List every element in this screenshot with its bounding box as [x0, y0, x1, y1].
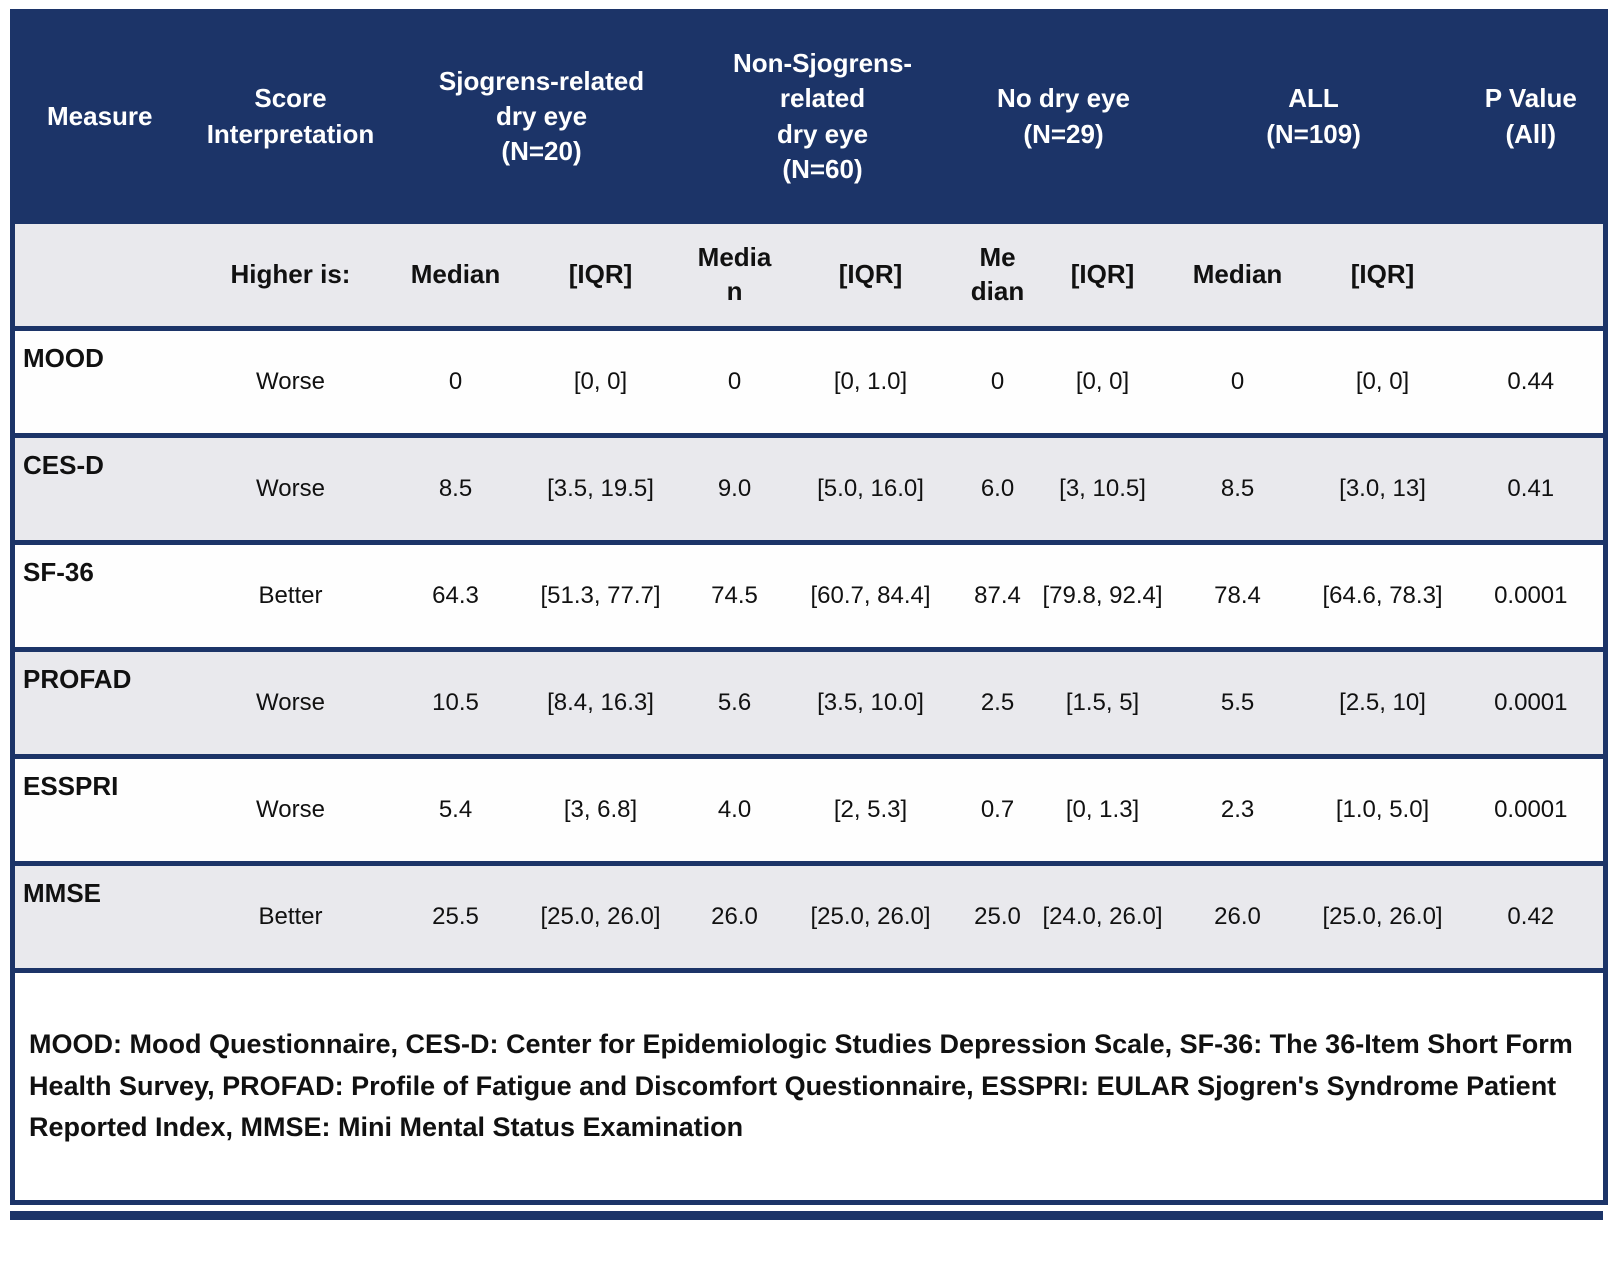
subheader-iqr-3: [IQR]	[1036, 219, 1169, 329]
no-dry-eye-iqr-cell: [24.0, 26.0]	[1036, 861, 1169, 971]
non-sjogrens-median-cell: 0	[686, 326, 783, 436]
header-row: Measure Score Interpretation Sjogrens-re…	[12, 11, 1606, 222]
sjogrens-median-cell: 10.5	[396, 647, 515, 757]
no-dry-eye-iqr-cell: [3, 10.5]	[1036, 433, 1169, 543]
subheader-empty-measure	[12, 219, 185, 329]
all-median-cell: 26.0	[1168, 861, 1307, 971]
header-group-sjogrens: Sjogrens-related dry eye (N=20)	[396, 11, 687, 222]
all-median-cell: 0	[1168, 326, 1307, 436]
non-sjogrens-median-cell: 26.0	[686, 861, 783, 971]
no-dry-eye-median-cell: 25.0	[958, 861, 1037, 971]
interpretation-cell: Worse	[184, 754, 397, 864]
p-value-cell: 0.41	[1458, 433, 1606, 543]
all-iqr-cell: [2.5, 10]	[1306, 647, 1459, 757]
sjogrens-median-cell: 5.4	[396, 754, 515, 864]
non-sjogrens-iqr-cell: [5.0, 16.0]	[782, 433, 959, 543]
table-row: SF-36 Better 64.3 [51.3, 77.7] 74.5 [60.…	[12, 540, 1606, 650]
header-group-no-dry-eye: No dry eye (N=29)	[958, 11, 1169, 222]
subheader-median-2: Media n	[686, 219, 783, 329]
no-dry-eye-median-cell: 87.4	[958, 540, 1037, 650]
subheader-row: Higher is: Median [IQR] Media n [IQR] Me…	[12, 219, 1606, 329]
interpretation-cell: Worse	[184, 433, 397, 543]
measure-cell: MMSE	[12, 861, 185, 971]
subheader-higher-is: Higher is:	[184, 219, 397, 329]
all-median-cell: 8.5	[1168, 433, 1307, 543]
measure-cell: CES-D	[12, 433, 185, 543]
all-iqr-cell: [25.0, 26.0]	[1306, 861, 1459, 971]
all-iqr-cell: [1.0, 5.0]	[1306, 754, 1459, 864]
no-dry-eye-iqr-cell: [1.5, 5]	[1036, 647, 1169, 757]
non-sjogrens-median-cell: 74.5	[686, 540, 783, 650]
measure-cell: PROFAD	[12, 647, 185, 757]
sjogrens-median-cell: 8.5	[396, 433, 515, 543]
header-p-value: P Value (All)	[1458, 11, 1606, 222]
header-score-interpretation: Score Interpretation	[184, 11, 397, 222]
sjogrens-iqr-cell: [51.3, 77.7]	[514, 540, 687, 650]
no-dry-eye-iqr-cell: [0, 1.3]	[1036, 754, 1169, 864]
header-group-all: ALL (N=109)	[1168, 11, 1459, 222]
all-median-cell: 5.5	[1168, 647, 1307, 757]
header-measure: Measure	[12, 11, 185, 222]
header-group-non-sjogrens: Non-Sjogrens-related dry eye (N=60)	[686, 11, 959, 222]
non-sjogrens-iqr-cell: [3.5, 10.0]	[782, 647, 959, 757]
subheader-median-4: Median	[1168, 219, 1307, 329]
subheader-median-1: Median	[396, 219, 515, 329]
interpretation-cell: Better	[184, 861, 397, 971]
measures-table: Measure Score Interpretation Sjogrens-re…	[10, 9, 1609, 1205]
non-sjogrens-median-cell: 9.0	[686, 433, 783, 543]
p-value-cell: 0.0001	[1458, 647, 1606, 757]
non-sjogrens-iqr-cell: [60.7, 84.4]	[782, 540, 959, 650]
non-sjogrens-iqr-cell: [0, 1.0]	[782, 326, 959, 436]
sjogrens-median-cell: 0	[396, 326, 515, 436]
sjogrens-iqr-cell: [0, 0]	[514, 326, 687, 436]
subheader-iqr-1: [IQR]	[514, 219, 687, 329]
bottom-accent-bar	[10, 1211, 1603, 1220]
table-row: ESSPRI Worse 5.4 [3, 6.8] 4.0 [2, 5.3] 0…	[12, 754, 1606, 864]
no-dry-eye-iqr-cell: [0, 0]	[1036, 326, 1169, 436]
table-row: PROFAD Worse 10.5 [8.4, 16.3] 5.6 [3.5, …	[12, 647, 1606, 757]
p-value-cell: 0.0001	[1458, 754, 1606, 864]
sjogrens-iqr-cell: [3, 6.8]	[514, 754, 687, 864]
table-container: Measure Score Interpretation Sjogrens-re…	[10, 9, 1609, 1205]
all-iqr-cell: [64.6, 78.3]	[1306, 540, 1459, 650]
no-dry-eye-median-cell: 6.0	[958, 433, 1037, 543]
sjogrens-iqr-cell: [25.0, 26.0]	[514, 861, 687, 971]
p-value-cell: 0.42	[1458, 861, 1606, 971]
measure-cell: ESSPRI	[12, 754, 185, 864]
table-row: MOOD Worse 0 [0, 0] 0 [0, 1.0] 0 [0, 0] …	[12, 326, 1606, 436]
subheader-iqr-4: [IQR]	[1306, 219, 1459, 329]
interpretation-cell: Worse	[184, 326, 397, 436]
sjogrens-iqr-cell: [8.4, 16.3]	[514, 647, 687, 757]
footnote-row: MOOD: Mood Questionnaire, CES-D: Center …	[12, 968, 1606, 1203]
no-dry-eye-median-cell: 0	[958, 326, 1037, 436]
no-dry-eye-iqr-cell: [79.8, 92.4]	[1036, 540, 1169, 650]
non-sjogrens-median-cell: 4.0	[686, 754, 783, 864]
sjogrens-median-cell: 64.3	[396, 540, 515, 650]
subheader-median-3: Me dian	[958, 219, 1037, 329]
no-dry-eye-median-cell: 0.7	[958, 754, 1037, 864]
measure-cell: MOOD	[12, 326, 185, 436]
subheader-empty-pvalue	[1458, 219, 1606, 329]
sjogrens-median-cell: 25.5	[396, 861, 515, 971]
measure-cell: SF-36	[12, 540, 185, 650]
all-median-cell: 2.3	[1168, 754, 1307, 864]
non-sjogrens-median-cell: 5.6	[686, 647, 783, 757]
table-row: MMSE Better 25.5 [25.0, 26.0] 26.0 [25.0…	[12, 861, 1606, 971]
non-sjogrens-iqr-cell: [2, 5.3]	[782, 754, 959, 864]
table-row: CES-D Worse 8.5 [3.5, 19.5] 9.0 [5.0, 16…	[12, 433, 1606, 543]
all-median-cell: 78.4	[1168, 540, 1307, 650]
all-iqr-cell: [3.0, 13]	[1306, 433, 1459, 543]
no-dry-eye-median-cell: 2.5	[958, 647, 1037, 757]
non-sjogrens-iqr-cell: [25.0, 26.0]	[782, 861, 959, 971]
footnote-text: MOOD: Mood Questionnaire, CES-D: Center …	[12, 968, 1606, 1203]
interpretation-cell: Worse	[184, 647, 397, 757]
sjogrens-iqr-cell: [3.5, 19.5]	[514, 433, 687, 543]
all-iqr-cell: [0, 0]	[1306, 326, 1459, 436]
interpretation-cell: Better	[184, 540, 397, 650]
p-value-cell: 0.44	[1458, 326, 1606, 436]
p-value-cell: 0.0001	[1458, 540, 1606, 650]
subheader-iqr-2: [IQR]	[782, 219, 959, 329]
